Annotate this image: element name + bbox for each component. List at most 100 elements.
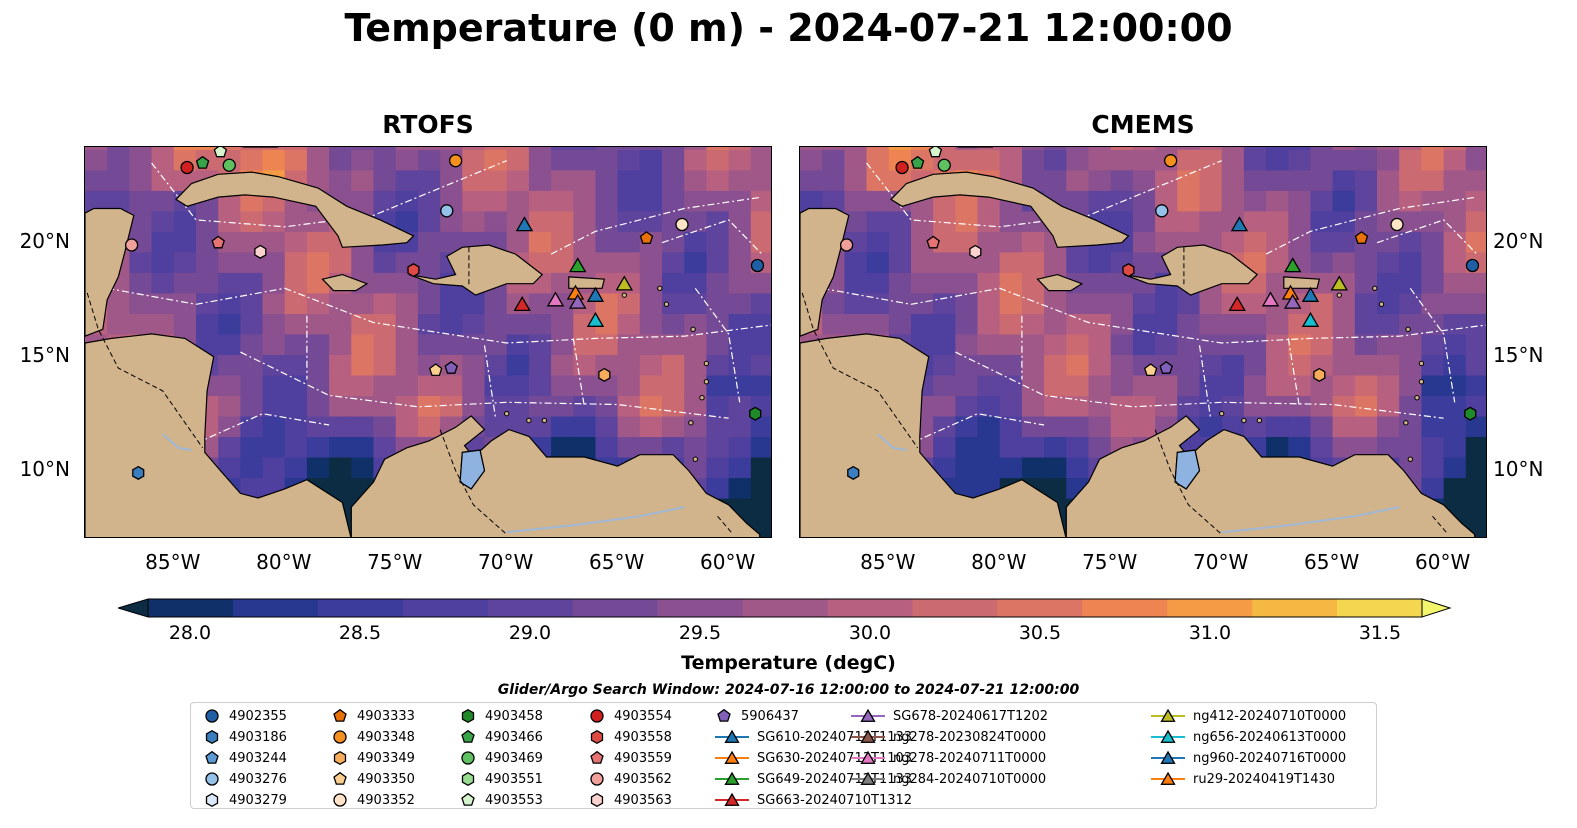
legend-marker-icon bbox=[461, 729, 475, 743]
legend-marker-icon bbox=[590, 772, 604, 786]
axis-tick-label: 20°N bbox=[1493, 228, 1544, 253]
legend-label: ng284-20240710T0000 bbox=[893, 771, 1047, 787]
axis-tick-label: 75°W bbox=[367, 550, 423, 574]
legend-marker-icon bbox=[717, 708, 731, 722]
legend: 4902355 4903186 4903244 4903276 4903279 49033… bbox=[190, 702, 1377, 809]
legend-label: ng960-20240716T0000 bbox=[1193, 750, 1347, 766]
legend-marker-icon bbox=[851, 708, 885, 722]
legend-label: SG663-20240710T1312 bbox=[757, 792, 913, 808]
marker-4903562 bbox=[124, 238, 139, 252]
colorbar-segment bbox=[317, 599, 404, 617]
marker-SG649-20240712T1133 bbox=[1283, 257, 1302, 273]
legend-item: 4903558 bbox=[586, 727, 672, 747]
marker-5906437 bbox=[444, 361, 458, 374]
land bbox=[800, 147, 1476, 537]
map-panel-rtofs[interactable] bbox=[84, 146, 772, 538]
legend-marker-icon bbox=[851, 771, 885, 785]
marker-4903458 bbox=[749, 406, 762, 421]
colorbar-extend-high bbox=[1421, 598, 1452, 618]
legend-item: SG678-20240617T1202 bbox=[849, 706, 1048, 726]
marker-4903350 bbox=[428, 363, 443, 377]
axis-tick-label: 70°W bbox=[1193, 550, 1249, 574]
legend-item: 4903563 bbox=[586, 790, 672, 810]
legend-label: 4903349 bbox=[357, 750, 415, 766]
legend-marker-icon bbox=[205, 729, 219, 745]
marker-5906437 bbox=[1159, 361, 1173, 374]
legend-item: 4903562 bbox=[586, 769, 672, 789]
legend-marker-icon bbox=[205, 750, 219, 764]
legend-item: 4903352 bbox=[329, 790, 415, 810]
marker-4903559 bbox=[926, 235, 940, 249]
legend-item: 4903276 bbox=[201, 769, 287, 789]
legend-item: 4903348 bbox=[329, 727, 415, 747]
colorbar-segment bbox=[997, 599, 1083, 617]
axis-tick-label: 10°N bbox=[1493, 456, 1544, 481]
legend-marker-icon bbox=[461, 708, 475, 724]
legend-item: 4903559 bbox=[586, 748, 672, 768]
legend-marker-icon bbox=[461, 771, 475, 787]
colorbar-tick-label: 28.0 bbox=[168, 622, 212, 644]
panel-title-cmems: CMEMS bbox=[1091, 110, 1195, 139]
legend-item: 5906437 bbox=[713, 706, 799, 726]
colorbar-segment bbox=[1252, 599, 1338, 617]
legend-marker-icon bbox=[1151, 771, 1185, 785]
legend-item: 4903244 bbox=[201, 748, 287, 768]
axis-tick-label: 10°N bbox=[19, 456, 70, 481]
legend-item: 4903350 bbox=[329, 769, 415, 789]
legend-marker-icon bbox=[333, 793, 347, 807]
marker-SG678-20240617T1202 bbox=[1283, 293, 1302, 309]
marker-4903186 bbox=[132, 465, 145, 480]
legend-marker-icon bbox=[590, 709, 604, 723]
legend-marker-icon bbox=[590, 792, 604, 808]
legend-label: 4903469 bbox=[485, 750, 543, 766]
legend-item: 4903279 bbox=[201, 790, 287, 810]
marker-SG610-20240711T1133 bbox=[515, 216, 534, 232]
marker-4903554 bbox=[895, 160, 909, 175]
glider-argo-markers bbox=[839, 147, 1480, 480]
marker-4903352 bbox=[1390, 217, 1404, 232]
legend-item: 4903333 bbox=[329, 706, 415, 726]
legend-marker-icon bbox=[590, 729, 604, 745]
marker-4902355 bbox=[1465, 258, 1480, 273]
legend-item: 4903458 bbox=[457, 706, 543, 726]
marker-4903563 bbox=[969, 244, 982, 259]
colorbar-segment bbox=[1167, 599, 1253, 617]
legend-label: 4903186 bbox=[229, 729, 287, 745]
legend-marker-icon bbox=[205, 709, 219, 723]
colorbar-tick-label: 29.0 bbox=[508, 622, 552, 644]
axis-tick-label: 20°N bbox=[19, 228, 70, 253]
legend-marker-icon bbox=[333, 750, 347, 766]
land bbox=[85, 147, 761, 537]
colorbar-segment bbox=[487, 599, 574, 617]
legend-label: SG678-20240617T1202 bbox=[893, 708, 1049, 724]
legend-label: 4903244 bbox=[229, 750, 287, 766]
marker-ng960-20240716T0000 bbox=[586, 286, 605, 302]
glider-argo-markers bbox=[124, 147, 765, 480]
marker-4903558 bbox=[407, 263, 420, 278]
marker-4903186 bbox=[847, 465, 860, 480]
legend-marker-icon bbox=[851, 750, 885, 764]
axis-tick-label: 70°W bbox=[478, 550, 534, 574]
marker-4903348 bbox=[448, 154, 463, 168]
marker-4903554 bbox=[180, 160, 194, 175]
legend-marker-icon bbox=[461, 751, 475, 765]
marker-SG649-20240712T1133 bbox=[568, 257, 587, 273]
colorbar-segment bbox=[232, 599, 319, 617]
marker-SG663-20240710T1312 bbox=[1228, 296, 1246, 312]
marker-4903333 bbox=[1354, 231, 1369, 244]
marker-4903333 bbox=[639, 231, 654, 244]
colorbar-segment bbox=[1337, 599, 1423, 617]
legend-label: 4903333 bbox=[357, 708, 415, 724]
legend-label: 4903458 bbox=[485, 708, 543, 724]
legend-label: 4903558 bbox=[614, 729, 672, 745]
map-panel-cmems[interactable] bbox=[799, 146, 1487, 538]
marker-ng656-20240613T0000 bbox=[1301, 311, 1320, 327]
colorbar-tick-label: 31.5 bbox=[1358, 622, 1402, 644]
legend-marker-icon bbox=[333, 708, 347, 722]
legend-item: 4903466 bbox=[457, 727, 543, 747]
legend-item: ng284-20240710T0000 bbox=[849, 769, 1046, 789]
marker-4902355 bbox=[750, 258, 765, 273]
legend-marker-icon bbox=[715, 771, 749, 785]
axis-tick-label: 85°W bbox=[145, 550, 201, 574]
legend-label: 4903562 bbox=[614, 771, 672, 787]
